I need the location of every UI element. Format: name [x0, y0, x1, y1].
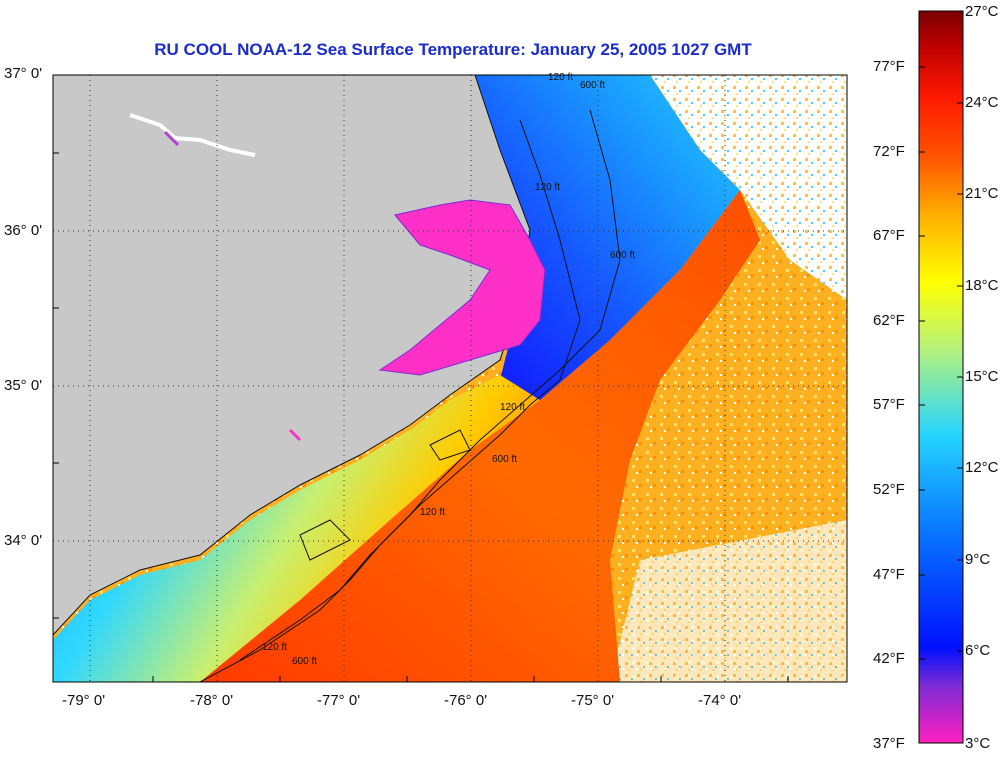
colorbar-c-label: 9°C [965, 551, 991, 568]
colorbar [918, 10, 964, 744]
contour-label: 600 ft [580, 80, 605, 91]
colorbar-f-label: 52°F [873, 481, 905, 498]
map-frame [52, 74, 848, 683]
contour-label: 120 ft [262, 642, 287, 653]
map-plot-area [53, 75, 847, 682]
colorbar-c-label: 15°C [965, 368, 999, 385]
colorbar-f-label: 62°F [873, 312, 905, 329]
colorbar-c-label: 27°C [965, 3, 999, 20]
contour-label: 120 ft [500, 402, 525, 413]
lon-label: -75° 0' [571, 692, 615, 709]
colorbar-f-label: 57°F [873, 396, 905, 413]
colorbar-c-label: 18°C [965, 277, 999, 294]
colorbar-f-label: 67°F [873, 227, 905, 244]
map-title: RU COOL NOAA-12 Sea Surface Temperature:… [154, 40, 752, 59]
colorbar-c-label: 24°C [965, 94, 999, 111]
lat-label: 36° 0' [4, 222, 43, 239]
contour-label: 600 ft [610, 250, 635, 261]
contour-label: 120 ft [548, 72, 573, 83]
colorbar-f-label: 77°F [873, 58, 905, 75]
lon-label: -76° 0' [444, 692, 488, 709]
contour-label: 600 ft [292, 656, 317, 667]
lat-label: 37° 0' [4, 65, 43, 82]
colorbar-c-label: 21°C [965, 185, 999, 202]
colorbar-c-label: 12°C [965, 459, 999, 476]
contour-label: 120 ft [420, 507, 445, 518]
graticule [53, 75, 847, 682]
sound [378, 199, 546, 376]
contour-label: 600 ft [492, 454, 517, 465]
colorbar-c-label: 3°C [965, 735, 991, 752]
contour-label: 120 ft [535, 182, 560, 193]
colorbar-c-label: 6°C [965, 642, 991, 659]
colorbar-f-label: 42°F [873, 650, 905, 667]
colorbar-f-label: 37°F [873, 735, 905, 752]
colorbar-f-label: 47°F [873, 566, 905, 583]
lon-label: -74° 0' [698, 692, 742, 709]
lon-label: -79° 0' [62, 692, 106, 709]
colorbar-f-label: 72°F [873, 143, 905, 160]
lat-label: 35° 0' [4, 377, 43, 394]
lon-label: -78° 0' [190, 692, 234, 709]
lon-label: -77° 0' [317, 692, 361, 709]
lat-label: 34° 0' [4, 532, 43, 549]
